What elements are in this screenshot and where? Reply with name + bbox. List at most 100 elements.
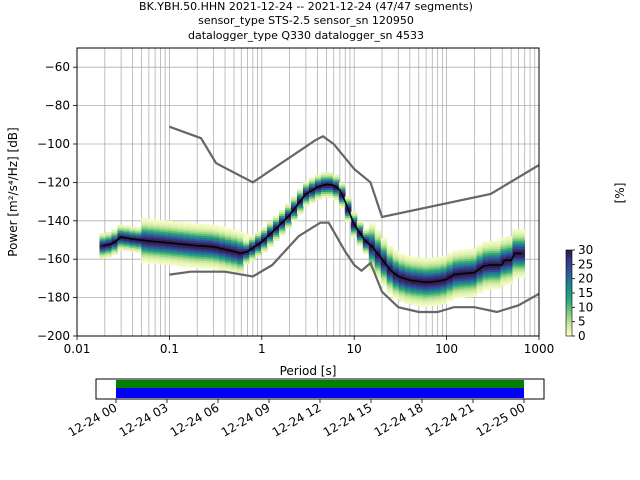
heatmap-cell: [237, 254, 244, 257]
heatmap-cell: [398, 278, 406, 281]
heatmap-cell: [129, 241, 136, 245]
heatmap-cell: [488, 265, 496, 269]
heatmap-cell: [392, 285, 400, 288]
heatmap-cell: [207, 234, 214, 237]
heatmap-cell: [195, 233, 202, 236]
heatmap-cell: [440, 263, 448, 266]
heatmap-cell: [213, 225, 220, 228]
heatmap-cell: [398, 259, 406, 262]
timeline-tick-label: 12-24 21: [423, 400, 477, 439]
heatmap-cell: [153, 238, 160, 242]
heatmap-cell: [231, 256, 238, 259]
heatmap-cell: [213, 263, 220, 266]
heatmap-cell: [290, 204, 298, 207]
heatmap-cell: [237, 267, 244, 270]
heatmap-cell: [99, 242, 107, 246]
heatmap-cell: [440, 275, 448, 278]
heatmap-cell: [464, 266, 472, 269]
heatmap-cell: [99, 248, 107, 251]
heatmap-cell: [290, 202, 298, 205]
heatmap-cell: [446, 293, 454, 296]
heatmap-cell: [213, 254, 220, 257]
heatmap-cell: [267, 230, 274, 234]
heatmap-cell: [458, 282, 466, 285]
heatmap-cell: [488, 267, 496, 271]
heatmap-cell: [464, 256, 472, 260]
heatmap-cell: [416, 297, 424, 301]
heatmap-cell: [111, 252, 119, 255]
heatmap-cell: [111, 235, 119, 238]
heatmap-cell: [147, 245, 154, 249]
heatmap-cell: [512, 246, 520, 249]
heatmap-cell: [296, 198, 304, 201]
heatmap-cell: [237, 250, 244, 253]
heatmap-cell: [464, 268, 472, 271]
heatmap-cell: [518, 244, 526, 248]
heatmap-cell: [213, 236, 220, 240]
heatmap-cell: [225, 262, 232, 265]
heatmap-cell: [380, 268, 388, 271]
heatmap-cell: [171, 263, 178, 266]
heatmap-cell: [410, 302, 418, 306]
heatmap-cell: [183, 226, 190, 229]
heatmap-cell: [225, 237, 232, 240]
heatmap-cell: [368, 257, 376, 260]
heatmap-cell: [446, 260, 454, 264]
heatmap-cell: [231, 231, 238, 234]
heatmap-cell: [368, 249, 376, 252]
heatmap-cell: [368, 236, 376, 239]
heatmap-cell: [494, 258, 502, 261]
heatmap-cell: [141, 229, 148, 233]
heatmap-cell: [189, 242, 196, 245]
heatmap-cell: [452, 284, 460, 288]
heatmap-cell: [279, 230, 286, 234]
heatmap-cell: [518, 269, 526, 272]
heatmap-cell: [446, 255, 454, 258]
heatmap-cell: [470, 248, 478, 251]
heatmap-cell: [404, 288, 412, 291]
heatmap-cell: [440, 259, 448, 262]
heatmap-cell: [117, 238, 125, 241]
heatmap-cell: [512, 235, 520, 238]
heatmap-cell: [219, 244, 226, 247]
heatmap-cell: [195, 237, 202, 240]
heatmap-cell: [135, 234, 142, 238]
heatmap-cell: [105, 233, 113, 237]
heatmap-cell: [308, 177, 316, 180]
heatmap-cell: [392, 262, 400, 265]
heatmap-cell: [464, 281, 472, 285]
heatmap-cell: [171, 234, 178, 237]
heatmap-cell: [440, 271, 448, 274]
heatmap-cell: [458, 249, 466, 252]
heatmap-cell: [111, 250, 119, 253]
heatmap-cell: [255, 250, 262, 254]
heatmap-cell: [135, 229, 142, 232]
heatmap-cell: [117, 242, 125, 245]
heatmap-cell: [332, 190, 340, 193]
heatmap-cell: [273, 221, 280, 224]
heatmap-cell: [302, 185, 310, 188]
heatmap-cell: [410, 272, 418, 275]
heatmap-cell: [386, 257, 394, 260]
heatmap-cell: [494, 281, 502, 284]
heatmap-cell: [392, 269, 400, 273]
heatmap-cell: [171, 261, 178, 264]
heatmap-cell: [416, 295, 424, 299]
heatmap-cell: [380, 281, 388, 285]
heatmap-cell: [195, 252, 202, 255]
heatmap-cell: [518, 239, 526, 242]
heatmap-cell: [458, 265, 466, 268]
heatmap-cell: [326, 189, 334, 192]
heatmap-cell: [165, 234, 172, 237]
heatmap-cell: [237, 258, 244, 261]
heatmap-cell: [171, 240, 178, 243]
heatmap-cell: [398, 297, 406, 301]
heatmap-cell: [141, 224, 148, 227]
heatmap-cell: [213, 229, 220, 232]
heatmap-cell: [123, 233, 130, 236]
heatmap-cell: [494, 267, 502, 271]
heatmap-cell: [296, 190, 304, 193]
heatmap-cell: [434, 286, 442, 289]
heatmap-cell: [458, 288, 466, 291]
heatmap-cell: [99, 244, 107, 248]
